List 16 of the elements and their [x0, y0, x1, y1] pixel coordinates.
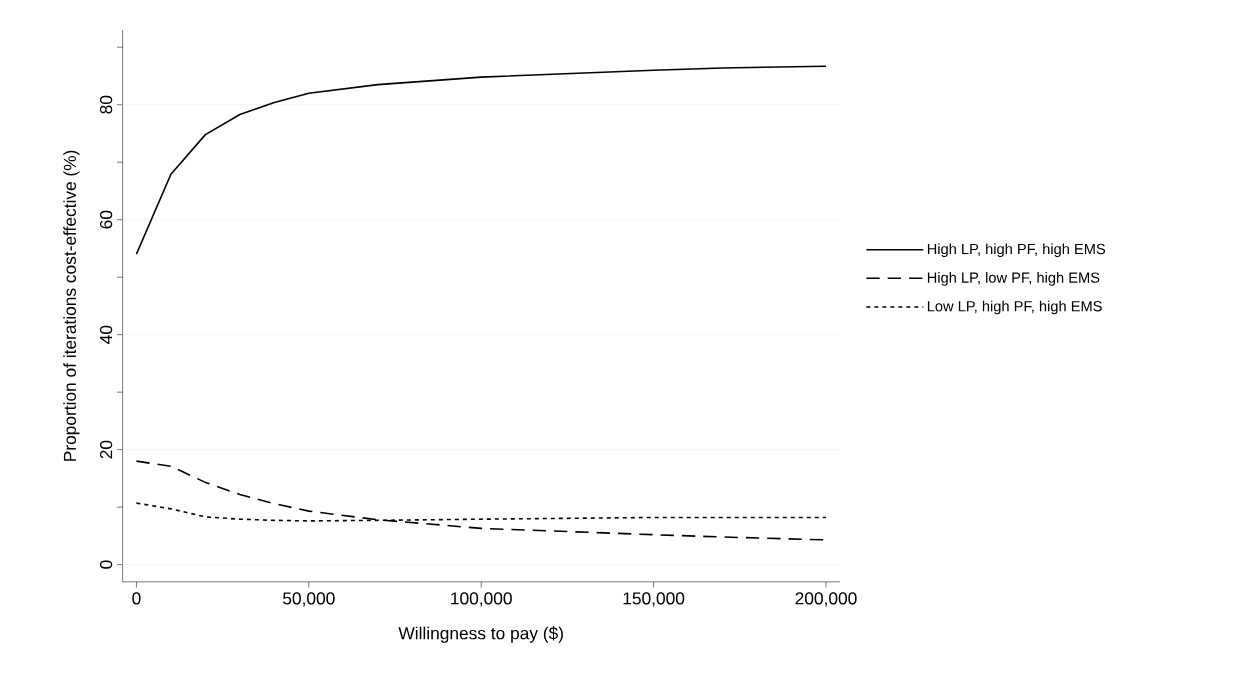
x-tick-label: 50,000 — [283, 592, 335, 607]
x-tick-label: 150,000 — [623, 592, 685, 607]
x-tick-label: 200,000 — [795, 592, 857, 607]
legend-label: Low LP, high PF, high EMS — [927, 300, 1102, 315]
y-tick-label: 20 — [99, 440, 113, 459]
x-axis-title: Willingness to pay ($) — [398, 626, 563, 643]
y-tick-label: 60 — [99, 210, 113, 229]
x-tick-label: 0 — [132, 592, 141, 605]
legend-label: High LP, high PF, high EMS — [927, 243, 1106, 258]
y-axis-title: Proportion of iterations cost-effective (%) — [63, 150, 80, 461]
x-tick-label: 100,000 — [451, 592, 512, 607]
y-tick-label: 80 — [99, 95, 113, 114]
y-tick-label: 0 — [99, 560, 113, 569]
legend-label: High LP, low PF, high EMS — [927, 272, 1100, 286]
y-tick-label: 40 — [99, 325, 113, 344]
line-series — [135, 65, 827, 256]
